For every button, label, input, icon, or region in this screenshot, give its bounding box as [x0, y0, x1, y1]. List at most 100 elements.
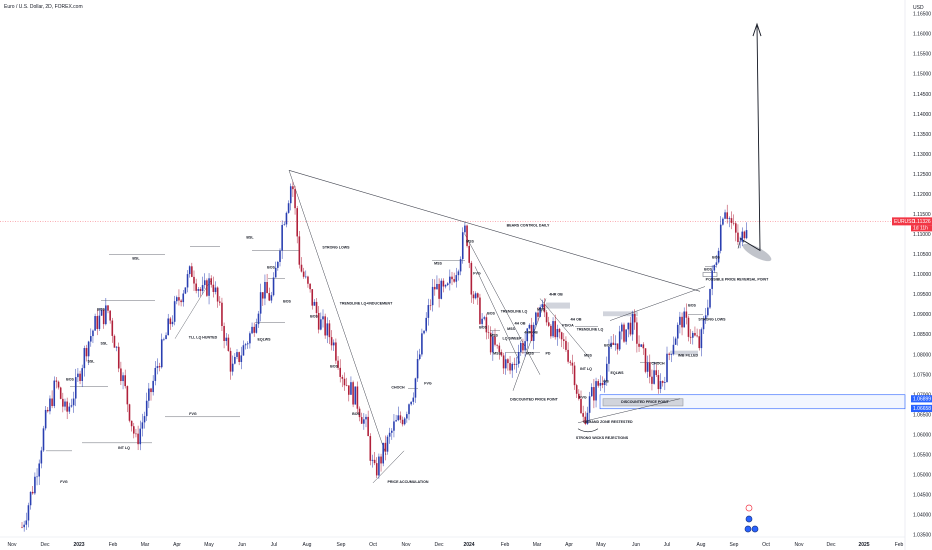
- event-icons[interactable]: [744, 504, 759, 533]
- candle-body: [208, 278, 210, 296]
- candle-body: [614, 343, 617, 345]
- economic-event-icon[interactable]: [745, 515, 753, 523]
- candle-body: [737, 232, 739, 243]
- price-tick-label: 1.09000: [913, 312, 931, 318]
- annotation-label: EQLWS: [611, 371, 625, 375]
- candle-body: [371, 459, 374, 461]
- bearish-trendline: [288, 170, 701, 292]
- time-tick-label: Aug: [697, 542, 706, 548]
- candle-body: [726, 212, 728, 219]
- candle-body: [283, 224, 286, 226]
- candle-body: [264, 281, 266, 299]
- candle-body: [408, 404, 410, 415]
- drawings-layer: [0, 22, 905, 484]
- candle-body: [191, 266, 193, 277]
- candle-body: [470, 262, 473, 295]
- candle-body: [171, 321, 174, 325]
- candle-body: [711, 270, 713, 289]
- annotation-label: OB: [603, 380, 609, 384]
- candle-body: [412, 397, 415, 402]
- time-tick-label: Feb: [895, 542, 904, 548]
- candle-body: [429, 305, 432, 306]
- candle-body: [709, 288, 711, 308]
- candle-body: [51, 398, 53, 407]
- candle-body: [704, 315, 707, 320]
- candle-body: [57, 381, 60, 388]
- flash-event-icon[interactable]: [745, 504, 753, 512]
- candle-body: [294, 189, 296, 209]
- candle-body: [606, 363, 608, 381]
- price-tick-label: 1.12000: [913, 192, 931, 198]
- time-tick-label: Mar: [533, 542, 542, 548]
- time-tick-label: Apr: [173, 542, 181, 548]
- candle-body: [494, 336, 496, 345]
- candle-body: [320, 319, 322, 330]
- candle-body: [489, 332, 492, 353]
- candle-body: [210, 278, 212, 285]
- annotation-label: PRICE ACCUMULATION: [388, 480, 429, 484]
- candle-body: [590, 387, 593, 397]
- candle-body: [386, 436, 389, 452]
- annotation-label: BOS: [97, 308, 105, 312]
- candle-body: [182, 293, 185, 303]
- annotation-label: BSL: [246, 235, 254, 239]
- candle-body: [337, 360, 339, 368]
- annotation-label: BEARS CONTROL DAILY: [507, 223, 550, 227]
- annotation-label: SSL: [88, 360, 96, 364]
- candle-body: [539, 307, 541, 317]
- candle-body: [664, 382, 666, 383]
- candle-body: [287, 203, 290, 213]
- candle-body: [623, 324, 625, 342]
- candle-body: [315, 301, 318, 313]
- annotation-label: BOS: [688, 304, 696, 308]
- candle-body: [158, 366, 161, 368]
- candle-body: [382, 442, 384, 464]
- price-tick-label: 1.15500: [913, 52, 931, 58]
- candle-body: [326, 323, 329, 336]
- candle-body: [625, 329, 627, 342]
- candle-body: [552, 321, 554, 337]
- candle-body: [724, 212, 726, 219]
- candle-body: [356, 386, 359, 409]
- candle-body: [229, 350, 232, 372]
- price-tick-label: 1.11500: [913, 212, 931, 218]
- annotation-label: BOS: [66, 378, 74, 382]
- candle-body: [535, 312, 537, 325]
- price-tick-label: 1.14500: [913, 92, 931, 98]
- candle-body: [332, 342, 335, 346]
- candle-body: [689, 336, 692, 338]
- zones-layer: [546, 243, 906, 410]
- candle-body: [216, 287, 219, 302]
- demand-line: [577, 398, 681, 424]
- economic-event-icon[interactable]: [744, 525, 752, 533]
- economic-event-icon[interactable]: [751, 525, 759, 533]
- candle-body: [681, 316, 683, 328]
- candle-body: [238, 352, 240, 363]
- candle-body: [369, 436, 372, 461]
- candle-body: [322, 316, 324, 320]
- reversal-box: [702, 272, 718, 277]
- trendline: [464, 234, 541, 375]
- trendline: [539, 298, 591, 359]
- candle-body: [317, 312, 320, 330]
- price-tick-label: 1.07500: [913, 372, 931, 378]
- candle-body: [311, 289, 314, 306]
- candle-body: [541, 304, 544, 308]
- candle-body: [259, 292, 262, 314]
- time-axis[interactable]: Nov Dec 2023 Feb Mar Apr May Jun Jul Aug Sep Oct Nov…: [8, 542, 904, 548]
- candle-body: [436, 283, 438, 290]
- price-axis[interactable]: 1.03500 1.04000 1.04500 1.05000 1.05500 1.060…: [913, 12, 931, 539]
- candle-body: [255, 324, 258, 333]
- candle-body: [105, 305, 107, 325]
- candle-body: [193, 276, 195, 284]
- annotation-label: BOS: [704, 268, 712, 272]
- candle-body: [608, 346, 610, 364]
- annotation-label: MSS: [507, 327, 515, 331]
- annotation-label: IMB FILLED: [678, 354, 699, 358]
- candle-body: [431, 286, 434, 306]
- candle-body: [406, 414, 408, 419]
- candle-body: [270, 295, 273, 301]
- projection-arrow: [739, 26, 761, 252]
